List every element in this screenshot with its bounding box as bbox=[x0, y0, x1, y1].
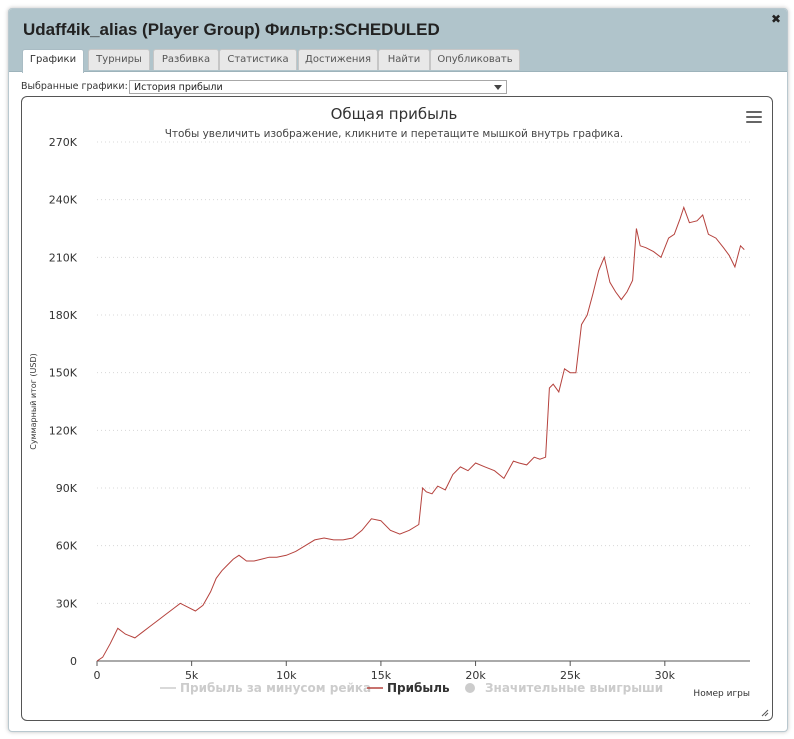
legend-symbol bbox=[465, 683, 475, 693]
chart-gridlines bbox=[97, 141, 750, 604]
legend-item-label: Прибыль bbox=[387, 681, 450, 695]
y-tick-label: 270K bbox=[49, 136, 78, 149]
x-tick-label: 0 bbox=[94, 669, 101, 682]
chart-subtitle: Чтобы увеличить изображение, кликните и … bbox=[165, 128, 624, 140]
dialog-title: Udaff4ik_alias (Player Group) Фильтр:SCH… bbox=[23, 20, 440, 39]
x-tick-label: 25k bbox=[560, 669, 581, 682]
x-axis-label: Номер игры bbox=[693, 689, 750, 699]
y-tick-label: 90K bbox=[56, 482, 78, 495]
legend-item-label: Значительные выигрыши bbox=[485, 681, 663, 695]
tab-graphs[interactable]: Графики bbox=[22, 49, 84, 73]
tab-statistics[interactable]: Статистика bbox=[219, 49, 297, 70]
tab-publish[interactable]: Опубликовать bbox=[430, 49, 520, 70]
y-tick-label: 210K bbox=[49, 251, 78, 264]
y-tick-label: 0 bbox=[70, 655, 77, 668]
tab-tournaments[interactable]: Турниры bbox=[88, 49, 150, 70]
x-tick-label: 15k bbox=[371, 669, 392, 682]
y-tick-label: 30K bbox=[56, 597, 78, 610]
tab-breakdown[interactable]: Разбивка bbox=[153, 49, 219, 70]
graph-selector-label: Выбранные графики: bbox=[21, 81, 128, 92]
x-tick-label: 30k bbox=[655, 669, 676, 682]
close-icon[interactable]: ✖ bbox=[770, 12, 781, 26]
chart-menu-icon[interactable] bbox=[746, 111, 762, 123]
resize-handle-icon[interactable] bbox=[761, 709, 769, 717]
y-axis-ticks: 0 30K 60K 90K 120K 150K 180K 210K 240K 270K bbox=[49, 136, 78, 668]
y-tick-label: 120K bbox=[49, 424, 78, 437]
y-tick-label: 180K bbox=[49, 309, 78, 322]
legend-item-label: Прибыль за минусом рейка bbox=[180, 681, 371, 695]
x-tick-label: 20k bbox=[465, 669, 486, 682]
profit-chart[interactable]: Общая прибыль Чтобы увеличить изображени… bbox=[22, 97, 772, 720]
graph-selector-dropdown[interactable]: История прибыли bbox=[129, 80, 507, 94]
y-tick-label: 150K bbox=[49, 367, 78, 380]
player-graphs-dialog: Udaff4ik_alias (Player Group) Фильтр:SCH… bbox=[8, 8, 788, 732]
x-tick-label: 10k bbox=[276, 669, 297, 682]
y-tick-label: 240K bbox=[49, 194, 78, 207]
series-line-profit[interactable] bbox=[96, 205, 745, 662]
chart-container[interactable]: Общая прибыль Чтобы увеличить изображени… bbox=[21, 96, 773, 721]
chevron-down-icon bbox=[494, 85, 502, 90]
tab-achievements[interactable]: Достижения bbox=[298, 49, 378, 70]
chart-title: Общая прибыль bbox=[331, 105, 458, 123]
graph-selector-value: История прибыли bbox=[134, 82, 223, 93]
x-axis-ticks: 0 5k 10k 15k 20k 25k 30k bbox=[94, 661, 676, 682]
y-tick-label: 60K bbox=[56, 540, 78, 553]
chart-legend: Прибыль за минусом рейка Прибыль Значитель… bbox=[160, 681, 663, 695]
dialog-titlebar[interactable]: Udaff4ik_alias (Player Group) Фильтр:SCH… bbox=[9, 9, 787, 73]
tab-search[interactable]: Найти bbox=[378, 49, 430, 70]
x-tick-label: 5k bbox=[185, 669, 199, 682]
y-axis-label: Суммарный итог (USD) bbox=[29, 353, 38, 450]
